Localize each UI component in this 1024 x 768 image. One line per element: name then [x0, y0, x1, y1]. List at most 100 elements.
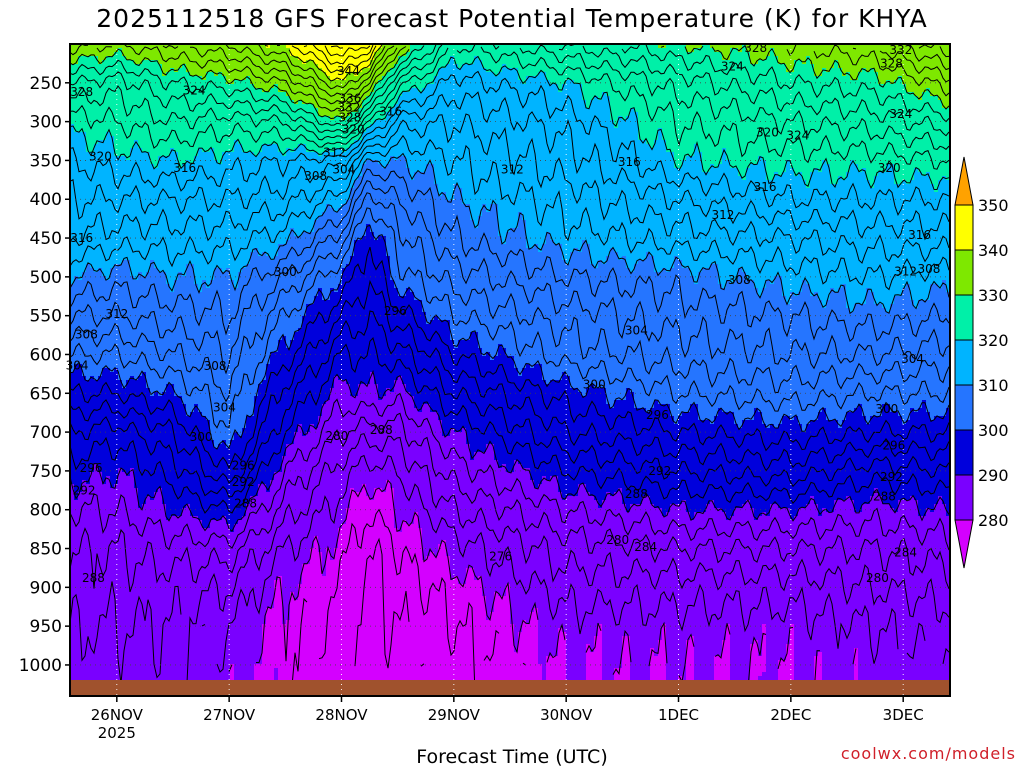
theta-cell: [166, 384, 171, 521]
theta-cell: [258, 484, 263, 665]
theta-cell: [418, 300, 423, 413]
theta-cell: [510, 228, 515, 357]
theta-cell: [246, 44, 251, 77]
theta-cell: [146, 388, 151, 497]
theta-cell: [134, 280, 139, 381]
theta-cell: [130, 60, 135, 149]
isentrope-304: [70, 192, 950, 403]
theta-cell: [342, 120, 347, 153]
theta-cell: [910, 408, 915, 497]
x-tick-label: 1DEC: [658, 706, 699, 724]
theta-cell: [906, 500, 911, 696]
theta-cell: [118, 156, 123, 265]
theta-cell: [786, 160, 791, 305]
contour-label: 300: [875, 402, 898, 416]
theta-cell: [582, 240, 587, 397]
theta-cell: [870, 292, 875, 417]
theta-cell: [886, 404, 891, 505]
theta-cell: [746, 168, 751, 281]
theta-cell: [674, 504, 679, 696]
theta-cell: [618, 44, 623, 117]
theta-cell: [178, 44, 183, 69]
theta-cell: [102, 140, 107, 277]
theta-cell: [114, 484, 119, 696]
theta-cell: [678, 168, 683, 261]
theta-cell: [786, 44, 791, 73]
theta-cell: [722, 640, 727, 696]
theta-cell: [818, 300, 823, 413]
theta-cell: [446, 436, 451, 557]
theta-cell: [746, 500, 751, 689]
theta-cell: [794, 516, 799, 696]
contour-label: 304: [332, 163, 355, 177]
theta-cell: [78, 56, 83, 133]
theta-cell: [190, 76, 195, 165]
theta-cell: [406, 92, 411, 169]
theta-cell: [482, 44, 487, 69]
theta-cell: [690, 636, 695, 696]
contour-label: 316: [379, 105, 402, 119]
y-tick-label: 450: [30, 229, 62, 249]
theta-cell: [294, 44, 299, 57]
theta-cell: [170, 384, 175, 517]
theta-cell: [626, 388, 631, 513]
theta-cell: [342, 524, 347, 696]
theta-cell: [922, 300, 927, 401]
theta-cell: [218, 444, 223, 521]
colorbar-label: 310: [978, 376, 1009, 395]
theta-cell: [554, 84, 559, 245]
x-tick-year: 2025: [98, 724, 136, 742]
theta-cell: [794, 416, 799, 517]
theta-cell: [646, 144, 651, 253]
theta-cell: [378, 400, 383, 489]
theta-cell: [874, 72, 879, 177]
y-tick-label: 900: [30, 578, 62, 598]
theta-cell: [698, 48, 703, 153]
theta-cell: [314, 296, 319, 429]
theta-cell: [874, 416, 879, 489]
theta-cell: [478, 44, 483, 61]
theta-cell: [78, 280, 83, 365]
theta-cell: [694, 144, 699, 285]
theta-cell: [234, 140, 239, 289]
theta-cell: [398, 96, 403, 157]
theta-cell: [346, 264, 351, 385]
theta-cell: [734, 280, 739, 425]
theta-cell: [370, 60, 375, 93]
theta-cell: [598, 388, 603, 509]
theta-cell: [210, 44, 215, 73]
theta-cell: [470, 220, 475, 333]
theta-cell: [446, 320, 451, 437]
theta-cell: [874, 176, 879, 305]
theta-cell: [118, 48, 123, 157]
theta-cell: [534, 244, 539, 365]
theta-cell: [594, 44, 599, 97]
theta-cell: [894, 512, 899, 696]
theta-cell: [550, 476, 555, 657]
theta-cell: [122, 388, 127, 473]
y-tick-label: 250: [30, 74, 62, 94]
contour-label: 332: [889, 43, 912, 57]
theta-cell: [90, 56, 95, 153]
theta-cell: [766, 180, 771, 281]
theta-cell: [226, 84, 231, 153]
theta-cell: [494, 44, 499, 77]
colorbar-label: 330: [978, 286, 1009, 305]
theta-cell: [582, 100, 587, 241]
theta-cell: [298, 236, 303, 329]
theta-cell: [702, 420, 707, 513]
theta-cell: [826, 512, 831, 696]
theta-cell: [258, 384, 263, 485]
theta-cell: [502, 244, 507, 349]
theta-cell: [750, 280, 755, 421]
theta-cell: [562, 44, 567, 85]
theta-cell: [158, 488, 163, 696]
theta-cell: [374, 488, 379, 696]
theta-cell: [214, 268, 219, 449]
theta-cell: [838, 176, 843, 289]
theta-cell: [530, 44, 535, 77]
theta-cell: [442, 540, 447, 696]
theta-cell: [634, 44, 639, 113]
theta-cell: [726, 412, 731, 521]
theta-cell: [674, 256, 679, 425]
